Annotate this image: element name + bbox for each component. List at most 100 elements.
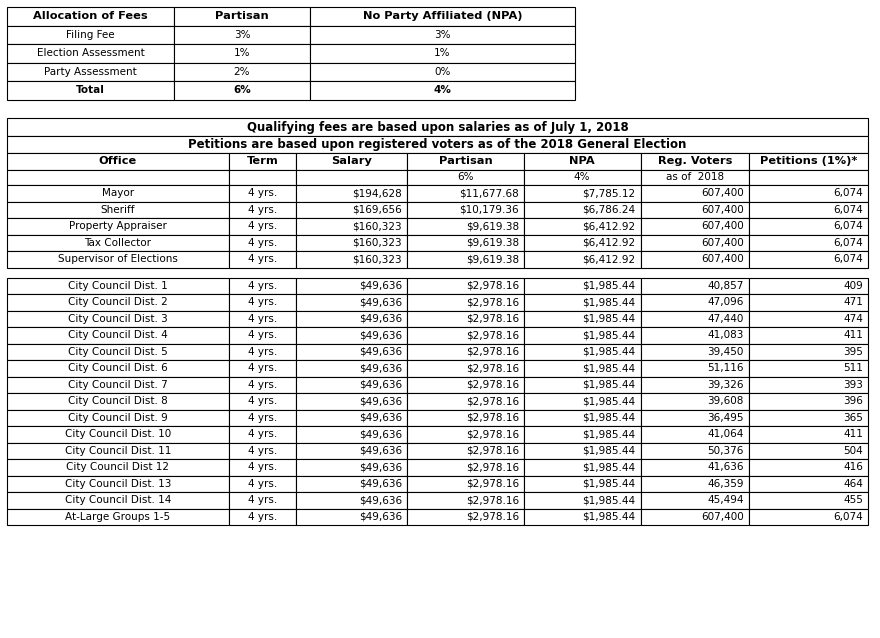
Text: Sheriff: Sheriff bbox=[100, 205, 136, 215]
Bar bbox=[229, 410, 297, 426]
Bar bbox=[641, 508, 749, 525]
Text: $1,985.44: $1,985.44 bbox=[583, 463, 635, 472]
Text: NPA: NPA bbox=[569, 156, 595, 167]
Bar bbox=[297, 327, 407, 343]
Bar bbox=[407, 278, 524, 294]
Text: 4%: 4% bbox=[574, 172, 590, 182]
Bar bbox=[229, 327, 297, 343]
Bar bbox=[7, 235, 229, 251]
Text: $1,985.44: $1,985.44 bbox=[583, 446, 635, 456]
Bar bbox=[641, 426, 749, 443]
Text: $49,636: $49,636 bbox=[359, 281, 402, 291]
Text: $2,978.16: $2,978.16 bbox=[466, 314, 519, 323]
Bar bbox=[297, 343, 407, 360]
Bar bbox=[524, 294, 641, 311]
Bar bbox=[297, 218, 407, 235]
Bar bbox=[641, 185, 749, 202]
Text: Mayor: Mayor bbox=[102, 188, 134, 198]
Text: City Council Dist. 5: City Council Dist. 5 bbox=[68, 346, 168, 357]
Text: City Council Dist. 6: City Council Dist. 6 bbox=[68, 363, 168, 373]
Bar bbox=[749, 508, 868, 525]
Text: $2,978.16: $2,978.16 bbox=[466, 281, 519, 291]
Text: 4 yrs.: 4 yrs. bbox=[248, 281, 277, 291]
Bar bbox=[749, 492, 868, 508]
Bar bbox=[229, 218, 297, 235]
Bar bbox=[7, 26, 174, 44]
Text: $9,619.38: $9,619.38 bbox=[466, 255, 519, 264]
Bar bbox=[524, 235, 641, 251]
Bar bbox=[229, 475, 297, 492]
Text: 4 yrs.: 4 yrs. bbox=[248, 221, 277, 231]
Text: Qualifying fees are based upon salaries as of July 1, 2018: Qualifying fees are based upon salaries … bbox=[246, 121, 628, 133]
Text: $49,636: $49,636 bbox=[359, 314, 402, 323]
Text: 4 yrs.: 4 yrs. bbox=[248, 363, 277, 373]
Bar bbox=[229, 443, 297, 459]
Text: 6,074: 6,074 bbox=[833, 205, 863, 215]
Text: City Council Dist. 13: City Council Dist. 13 bbox=[64, 478, 171, 489]
Text: $7,785.12: $7,785.12 bbox=[583, 188, 635, 198]
Bar bbox=[297, 492, 407, 508]
Text: $49,636: $49,636 bbox=[359, 429, 402, 439]
Bar bbox=[7, 393, 229, 410]
Bar bbox=[229, 153, 297, 170]
Text: $169,656: $169,656 bbox=[352, 205, 402, 215]
Bar bbox=[407, 360, 524, 376]
Bar bbox=[297, 410, 407, 426]
Bar bbox=[749, 170, 868, 185]
Text: $1,985.44: $1,985.44 bbox=[583, 396, 635, 406]
Bar bbox=[641, 393, 749, 410]
Text: $1,985.44: $1,985.44 bbox=[583, 297, 635, 308]
Text: 39,326: 39,326 bbox=[708, 380, 744, 390]
Text: 4 yrs.: 4 yrs. bbox=[248, 205, 277, 215]
Text: 365: 365 bbox=[843, 413, 863, 423]
Text: $194,628: $194,628 bbox=[352, 188, 402, 198]
Bar bbox=[749, 251, 868, 267]
Bar bbox=[174, 26, 310, 44]
Text: $49,636: $49,636 bbox=[359, 512, 402, 522]
Bar bbox=[524, 170, 641, 185]
Bar bbox=[7, 44, 174, 63]
Bar bbox=[749, 410, 868, 426]
Text: $2,978.16: $2,978.16 bbox=[466, 413, 519, 423]
Bar bbox=[7, 153, 229, 170]
Bar bbox=[407, 443, 524, 459]
Bar bbox=[297, 393, 407, 410]
Text: 4 yrs.: 4 yrs. bbox=[248, 297, 277, 308]
Text: $49,636: $49,636 bbox=[359, 380, 402, 390]
Bar bbox=[524, 278, 641, 294]
Bar bbox=[229, 426, 297, 443]
Text: $6,412.92: $6,412.92 bbox=[583, 221, 635, 231]
Text: 41,064: 41,064 bbox=[708, 429, 744, 439]
Text: 4 yrs.: 4 yrs. bbox=[248, 255, 277, 264]
Bar bbox=[407, 327, 524, 343]
Bar bbox=[297, 153, 407, 170]
Bar bbox=[7, 294, 229, 311]
Bar bbox=[7, 426, 229, 443]
Bar bbox=[407, 202, 524, 218]
Text: $2,978.16: $2,978.16 bbox=[466, 495, 519, 505]
Text: Tax Collector: Tax Collector bbox=[84, 238, 151, 248]
Bar bbox=[310, 81, 575, 100]
Bar bbox=[524, 251, 641, 267]
Bar bbox=[641, 459, 749, 475]
Bar bbox=[407, 251, 524, 267]
Bar bbox=[749, 185, 868, 202]
Text: Partisan: Partisan bbox=[215, 11, 269, 21]
Bar bbox=[749, 475, 868, 492]
Bar bbox=[641, 492, 749, 508]
Text: $49,636: $49,636 bbox=[359, 330, 402, 340]
Bar bbox=[7, 278, 229, 294]
Bar bbox=[749, 153, 868, 170]
Bar bbox=[297, 475, 407, 492]
Text: $1,985.44: $1,985.44 bbox=[583, 380, 635, 390]
Bar bbox=[407, 393, 524, 410]
Text: 41,083: 41,083 bbox=[708, 330, 744, 340]
Text: Office: Office bbox=[99, 156, 137, 167]
Bar bbox=[407, 508, 524, 525]
Bar bbox=[749, 393, 868, 410]
Bar bbox=[524, 492, 641, 508]
Bar bbox=[749, 426, 868, 443]
Bar bbox=[641, 218, 749, 235]
Bar bbox=[749, 376, 868, 393]
Text: $10,179.36: $10,179.36 bbox=[459, 205, 519, 215]
